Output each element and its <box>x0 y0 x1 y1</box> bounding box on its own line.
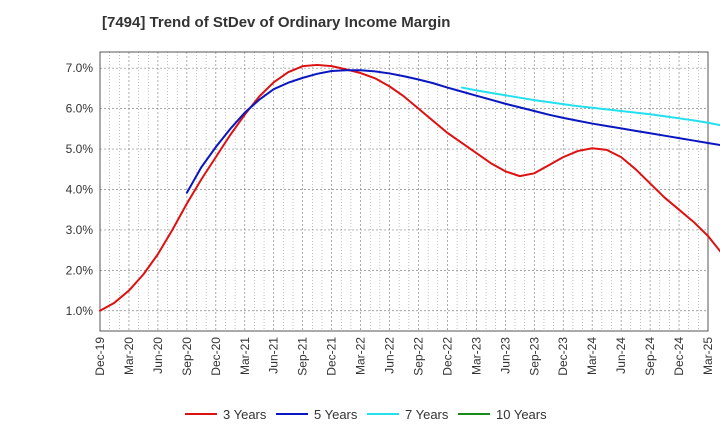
chart-title: [7494] Trend of StDev of Ordinary Income… <box>102 14 451 31</box>
legend-label: 7 Years <box>405 407 449 422</box>
y-tick-label: 3.0% <box>66 223 94 237</box>
x-tick-label: Sep-23 <box>527 337 541 376</box>
y-tick-label: 5.0% <box>66 142 94 156</box>
legend-label: 5 Years <box>314 407 358 422</box>
x-tick-label: Sep-21 <box>296 337 310 376</box>
y-tick-label: 6.0% <box>66 102 94 116</box>
x-tick-label: Dec-24 <box>672 337 686 376</box>
x-tick-label: Mar-24 <box>585 337 599 375</box>
x-tick-label: Mar-23 <box>469 337 483 375</box>
y-tick-label: 4.0% <box>66 182 94 196</box>
series-line-7-years <box>460 86 720 127</box>
x-tick-label: Dec-22 <box>440 337 454 376</box>
series-line-5-years <box>185 69 720 194</box>
legend-label: 3 Years <box>223 407 267 422</box>
x-tick-label: Jun-22 <box>383 337 397 374</box>
legend-label: 10 Years <box>496 407 547 422</box>
plot-frame <box>99 51 709 332</box>
x-tick-label: Dec-19 <box>93 337 107 376</box>
x-tick-label: Mar-21 <box>238 337 252 375</box>
series-line-3-years <box>99 63 720 312</box>
x-tick-label: Dec-20 <box>209 337 223 376</box>
x-tick-label: Jun-20 <box>151 337 165 374</box>
x-tick-label: Mar-22 <box>354 337 368 375</box>
x-tick-label: Jun-24 <box>614 337 628 374</box>
x-tick-label: Sep-22 <box>411 337 425 376</box>
y-tick-label: 1.0% <box>66 304 94 318</box>
plot-area <box>100 52 708 331</box>
x-tick-label: Jun-23 <box>498 337 512 374</box>
x-tick-label: Dec-23 <box>556 337 570 376</box>
x-tick-label: Mar-25 <box>701 337 715 375</box>
y-tick-label: 7.0% <box>66 61 94 75</box>
x-tick-label: Jun-21 <box>267 337 281 374</box>
x-tick-label: Sep-24 <box>643 337 657 376</box>
x-tick-label: Mar-20 <box>122 337 136 375</box>
x-tick-label: Sep-20 <box>180 337 194 376</box>
y-tick-label: 2.0% <box>66 263 94 277</box>
x-tick-label: Dec-21 <box>325 337 339 376</box>
